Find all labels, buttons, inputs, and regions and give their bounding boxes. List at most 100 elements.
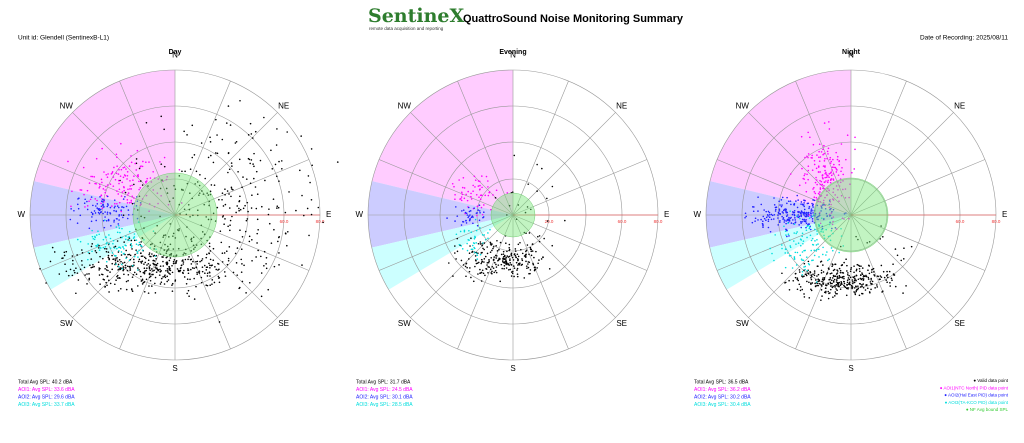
- data-point: [96, 203, 99, 205]
- data-point: [770, 213, 773, 216]
- data-point: [807, 131, 809, 134]
- data-point: [804, 199, 806, 202]
- data-point: [801, 288, 804, 291]
- unit-id: Unit id: Glendell (SentinexB-L1): [18, 35, 109, 42]
- data-point: [178, 203, 181, 206]
- data-point: [811, 275, 813, 277]
- data-point: [249, 162, 251, 165]
- data-point: [175, 260, 177, 263]
- data-point: [90, 220, 93, 223]
- data-point: [757, 219, 759, 221]
- data-point: [846, 264, 848, 267]
- data-point: [151, 285, 153, 287]
- data-point: [529, 269, 532, 271]
- data-point: [308, 234, 310, 237]
- data-point: [122, 198, 125, 200]
- data-point: [482, 247, 484, 250]
- data-point: [160, 194, 162, 197]
- data-point: [136, 209, 139, 211]
- data-point: [517, 243, 520, 246]
- data-point: [840, 227, 842, 230]
- data-point: [191, 267, 194, 269]
- data-point: [91, 229, 93, 232]
- data-point: [819, 187, 822, 189]
- data-point: [843, 277, 845, 280]
- data-point: [249, 122, 252, 125]
- data-point: [465, 219, 467, 222]
- data-point: [126, 199, 129, 201]
- data-point: [131, 245, 133, 247]
- data-point: [106, 213, 109, 215]
- legend-entry: ● Valid data point: [973, 378, 1008, 383]
- data-point: [148, 210, 150, 213]
- data-point: [779, 220, 781, 222]
- data-point: [479, 194, 482, 197]
- data-point: [762, 224, 764, 227]
- data-point: [821, 207, 823, 209]
- data-point: [785, 215, 788, 217]
- data-point: [276, 128, 278, 130]
- data-point: [200, 259, 203, 262]
- stat-line: Total Avg SPL: 31.7 dBA: [356, 379, 411, 385]
- data-point: [122, 185, 125, 188]
- data-point: [160, 281, 163, 283]
- legend-entry: ● AOI1(NTC North) PID data point: [940, 385, 1009, 390]
- data-point: [791, 267, 794, 269]
- data-point: [824, 196, 826, 199]
- data-point: [789, 246, 792, 249]
- data-point: [118, 182, 120, 185]
- data-point: [160, 115, 163, 118]
- data-point: [512, 265, 515, 267]
- data-point: [270, 242, 273, 244]
- data-point: [466, 199, 469, 202]
- data-point: [495, 263, 497, 266]
- data-point: [467, 190, 469, 193]
- data-point: [525, 249, 528, 252]
- data-point: [240, 258, 243, 261]
- data-point: [824, 204, 827, 207]
- data-point: [148, 285, 150, 287]
- data-point: [184, 252, 187, 255]
- data-point: [843, 213, 846, 215]
- data-point: [138, 195, 141, 198]
- data-point: [803, 205, 806, 208]
- data-point: [802, 204, 804, 206]
- data-point: [111, 268, 114, 271]
- data-point: [514, 250, 517, 252]
- bearing-line: [850, 80, 907, 216]
- data-point: [878, 278, 881, 281]
- data-point: [88, 200, 90, 203]
- data-point: [149, 247, 152, 249]
- data-point: [487, 180, 489, 182]
- data-point: [86, 273, 88, 275]
- data-point: [801, 220, 803, 223]
- data-point: [527, 183, 530, 185]
- data-point: [227, 259, 230, 262]
- data-point: [168, 236, 170, 238]
- data-point: [200, 243, 203, 246]
- data-point: [836, 289, 838, 292]
- data-point: [814, 228, 816, 231]
- data-point: [175, 255, 177, 257]
- data-point: [828, 203, 830, 206]
- bearing-line: [457, 80, 514, 216]
- bearing-line: [795, 80, 852, 216]
- data-point: [102, 278, 105, 281]
- data-point: [823, 122, 826, 124]
- data-point: [129, 269, 131, 271]
- data-point: [209, 275, 211, 277]
- data-point: [466, 214, 469, 216]
- data-point: [121, 236, 123, 239]
- data-point: [106, 284, 108, 287]
- data-point: [873, 275, 876, 277]
- data-point: [804, 268, 806, 271]
- data-point: [870, 279, 872, 281]
- data-point: [832, 275, 835, 278]
- data-point: [159, 241, 162, 244]
- data-point: [241, 235, 244, 238]
- data-point: [818, 212, 821, 215]
- data-point: [820, 284, 822, 286]
- data-point: [256, 193, 259, 196]
